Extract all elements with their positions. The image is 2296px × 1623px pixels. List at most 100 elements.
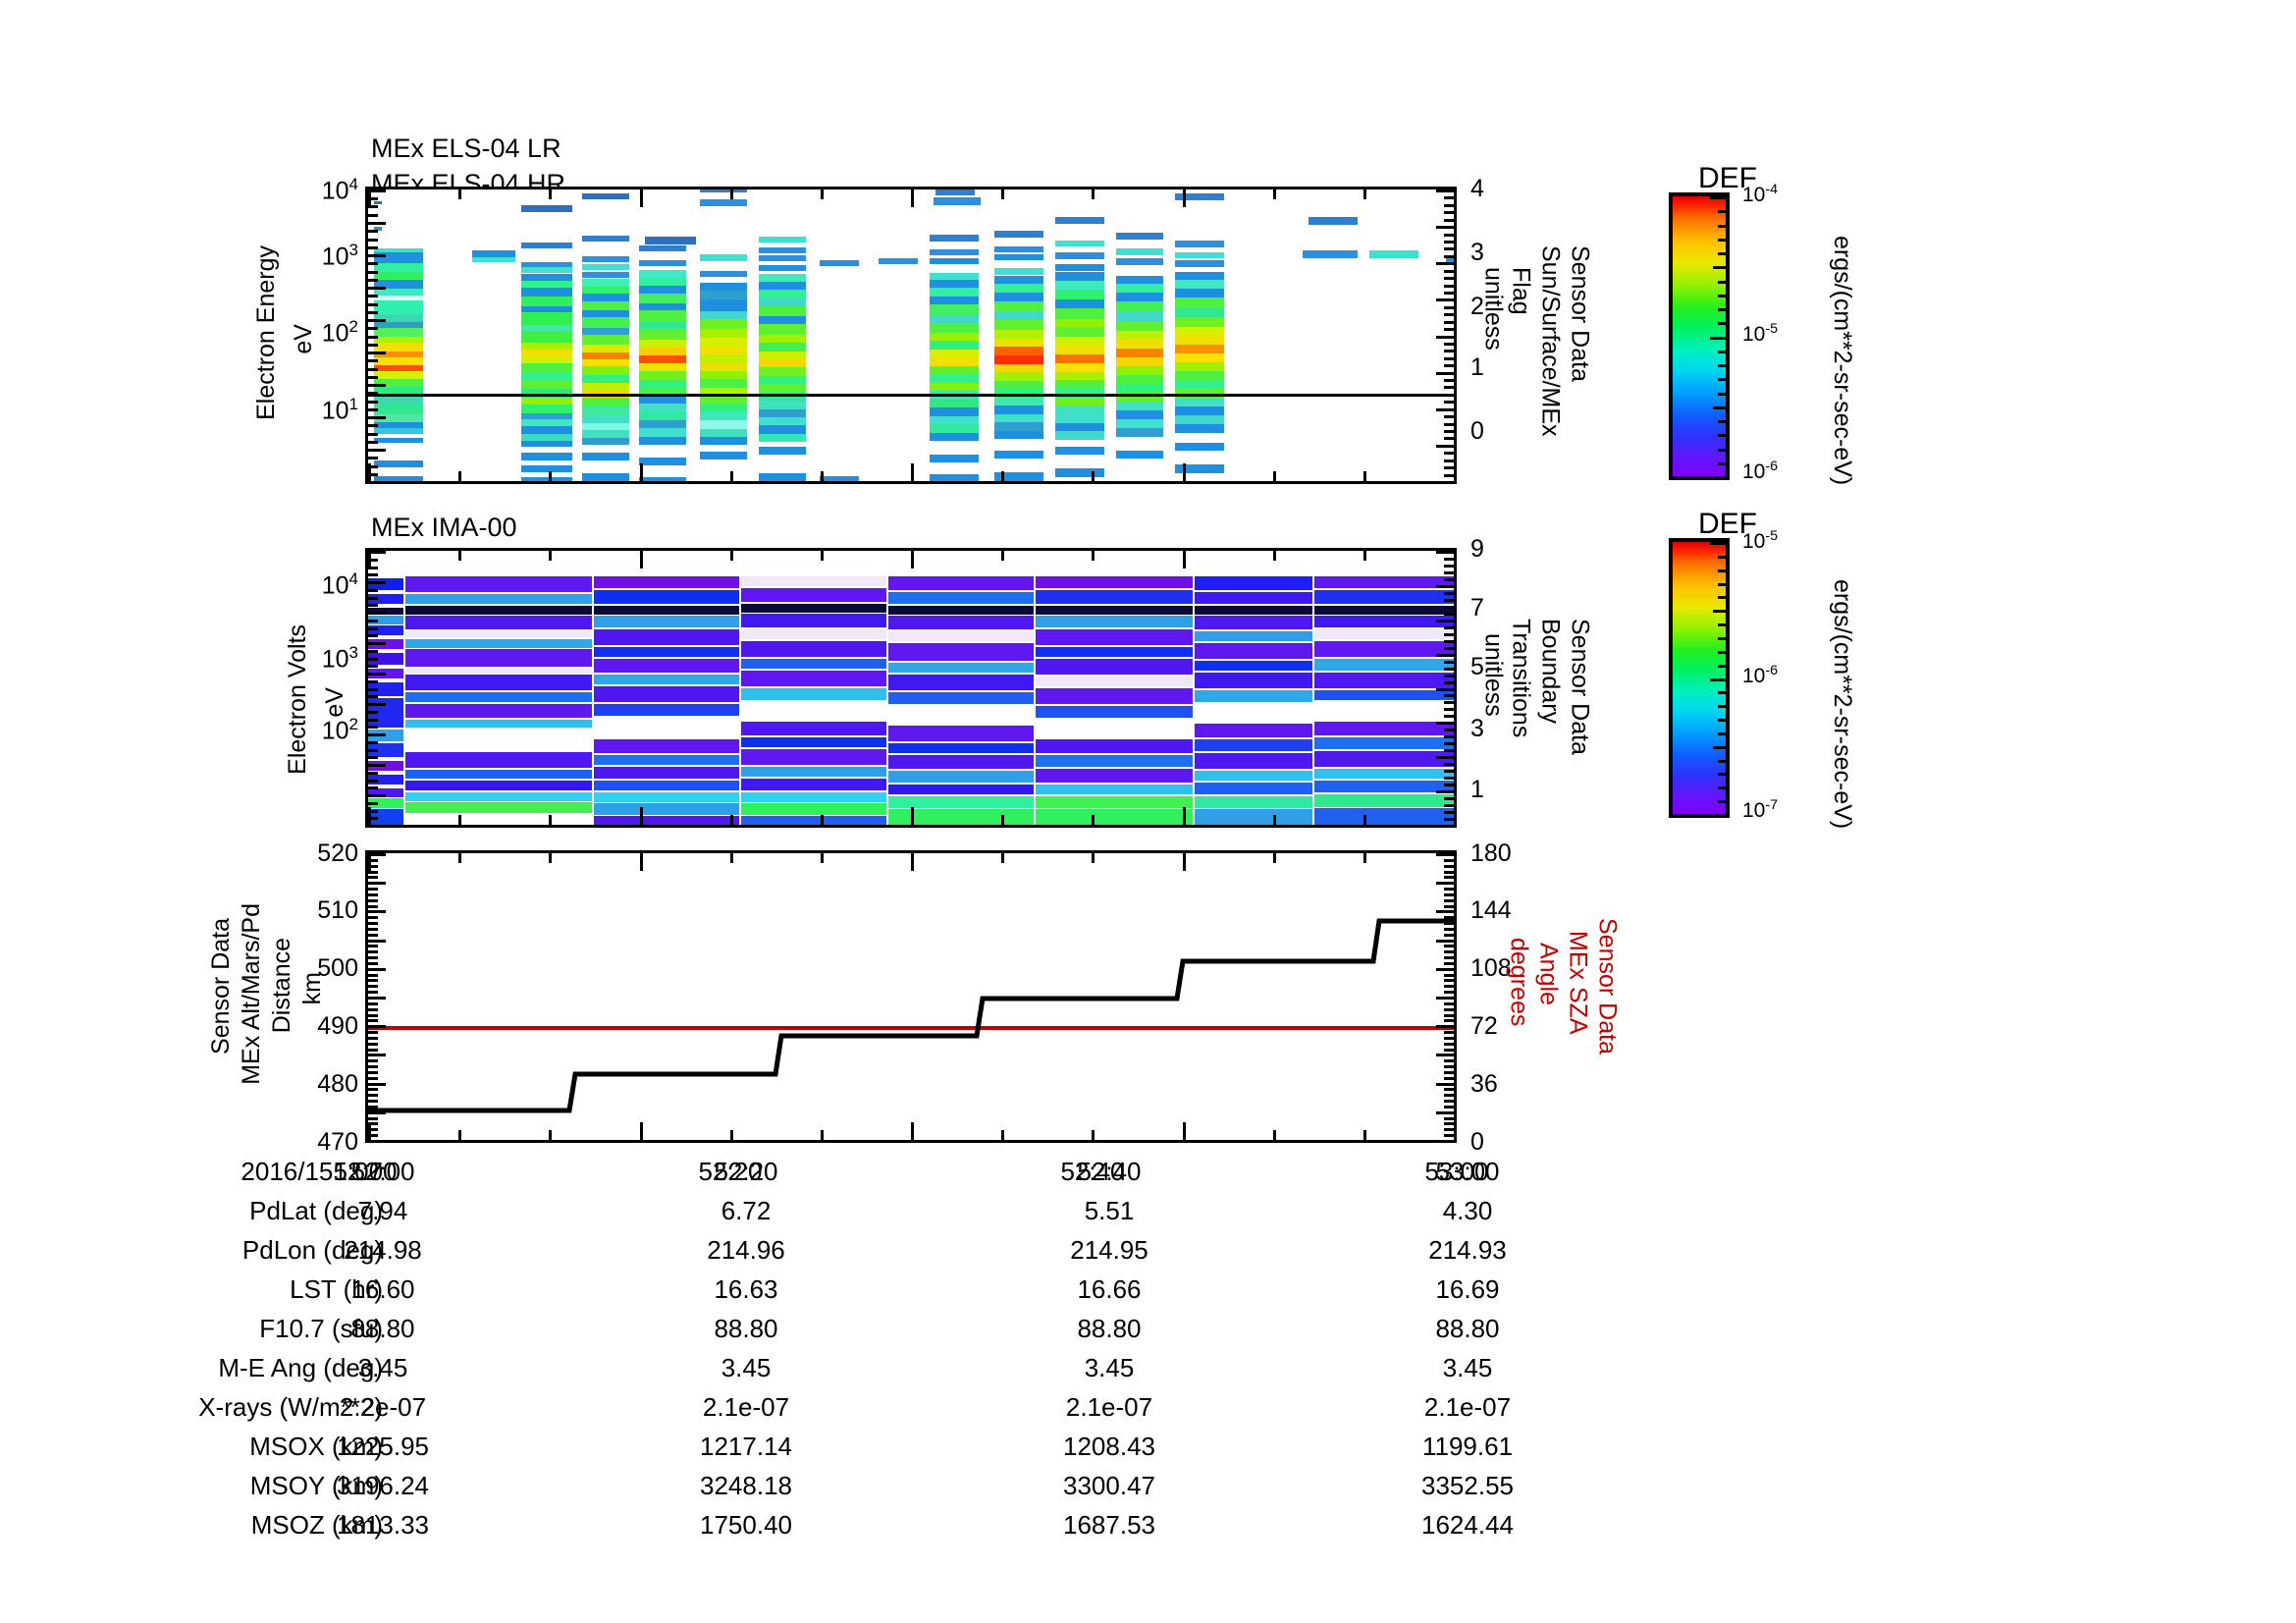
table-cell: 3.45	[357, 1353, 408, 1382]
axis-tick	[1001, 189, 1005, 199]
axis-tick	[1444, 639, 1454, 643]
panel2-rlabel-l2: Boundary	[1536, 619, 1565, 725]
axis-tick	[1436, 584, 1454, 588]
axis-tick	[458, 1130, 462, 1140]
axis-tick	[1444, 284, 1454, 288]
axis-tick	[1436, 790, 1454, 794]
axis-tick	[1444, 1048, 1454, 1052]
axis-tick	[1444, 291, 1454, 295]
axis-tick	[1092, 815, 1095, 825]
axis-tick	[549, 853, 553, 863]
panel1-title-lr: MEx ELS-04 LR	[371, 134, 561, 163]
spectro-feature	[1303, 250, 1358, 258]
axis-tick	[1444, 364, 1454, 368]
panel2-plot-area[interactable]	[365, 548, 1457, 828]
colorbar-tick	[1718, 322, 1726, 326]
axis-tick	[1444, 473, 1454, 477]
table-cell: 52:20	[714, 1157, 778, 1186]
axis-tick	[368, 1025, 386, 1029]
table-cell: 1624.44	[1421, 1510, 1514, 1540]
panel1-ytick-10e4: 104	[321, 175, 358, 205]
axis-tick	[1454, 853, 1457, 871]
colorbar1-unit-text: ergs/(cm**2-sr-sec-eV)	[1829, 236, 1856, 486]
axis-tick	[1436, 481, 1454, 484]
axis-tick	[458, 189, 462, 199]
colorbar-tick	[1718, 582, 1726, 586]
table-cell: 53:00	[1435, 1157, 1500, 1186]
panel1-plot-area[interactable]	[365, 187, 1457, 484]
panel2-ytick-10e4: 104	[321, 569, 358, 600]
axis-tick	[1444, 393, 1454, 397]
panel3-rlabel-l1: Sensor Data	[1593, 918, 1622, 1055]
table-cell: 214.93	[1428, 1235, 1507, 1265]
panel1-ytick-10e1: 101	[321, 395, 358, 425]
axis-tick	[368, 197, 378, 201]
table-cell: 2.1e-07	[1065, 1392, 1153, 1422]
axis-tick	[1454, 463, 1457, 481]
axis-tick	[368, 740, 378, 744]
axis-tick	[549, 189, 553, 199]
panel3-plot-area[interactable]	[365, 850, 1457, 1143]
axis-tick	[368, 718, 378, 722]
axis-tick	[1362, 551, 1366, 561]
axis-tick	[368, 375, 378, 379]
colorbar-tick	[1718, 448, 1726, 452]
axis-tick	[368, 679, 378, 683]
axis-tick	[368, 481, 386, 484]
axis-tick	[368, 642, 386, 645]
spectro-column	[700, 189, 747, 481]
axis-tick	[458, 551, 462, 561]
axis-tick	[729, 815, 733, 825]
table-row-label: PdLon (deg)	[241, 1235, 383, 1265]
axis-tick	[1444, 763, 1454, 767]
axis-tick	[639, 551, 643, 568]
axis-tick	[1444, 386, 1454, 390]
axis-tick	[368, 302, 378, 306]
panel1-rtick-2: 2	[1470, 293, 1484, 320]
axis-tick	[368, 703, 386, 706]
axis-tick	[1444, 888, 1454, 892]
axis-tick	[639, 807, 643, 825]
axis-tick	[368, 551, 386, 554]
axis-tick	[368, 604, 378, 608]
axis-tick	[1444, 945, 1454, 948]
axis-tick	[911, 853, 914, 871]
axis-tick	[1444, 356, 1454, 360]
axis-tick	[368, 1013, 378, 1017]
axis-tick	[1436, 653, 1454, 657]
colorbar-tick	[1718, 731, 1726, 735]
axis-tick	[1444, 1100, 1454, 1104]
axis-tick	[368, 457, 378, 460]
axis-tick	[1444, 342, 1454, 346]
colorbar-tick	[1710, 476, 1726, 479]
axis-tick	[1436, 407, 1454, 411]
axis-tick	[1444, 715, 1454, 719]
axis-tick	[368, 400, 378, 404]
axis-tick	[368, 876, 378, 880]
axis-tick	[1444, 933, 1454, 937]
axis-tick	[1436, 226, 1454, 230]
axis-tick	[1362, 471, 1366, 481]
axis-tick	[368, 558, 378, 562]
axis-tick	[368, 801, 378, 805]
axis-tick	[368, 864, 378, 868]
spectro-segment	[741, 551, 886, 825]
axis-tick	[1444, 1122, 1454, 1126]
axis-tick	[1182, 853, 1186, 871]
axis-tick	[368, 809, 378, 813]
table-cell: 1225.95	[337, 1432, 429, 1461]
axis-tick	[820, 189, 824, 199]
axis-tick	[368, 748, 378, 752]
colorbar-tick	[1718, 392, 1726, 396]
spectro-segment	[594, 551, 739, 825]
axis-tick	[368, 1140, 386, 1143]
spectro-column	[1175, 189, 1224, 481]
axis-tick	[368, 424, 378, 428]
axis-tick	[368, 1082, 386, 1086]
axis-tick	[1444, 876, 1454, 880]
panel1-rlabel-l3: Flag	[1507, 267, 1535, 315]
axis-tick	[368, 352, 386, 354]
axis-tick	[368, 807, 371, 825]
axis-tick	[1444, 211, 1454, 215]
axis-tick	[1444, 430, 1454, 434]
